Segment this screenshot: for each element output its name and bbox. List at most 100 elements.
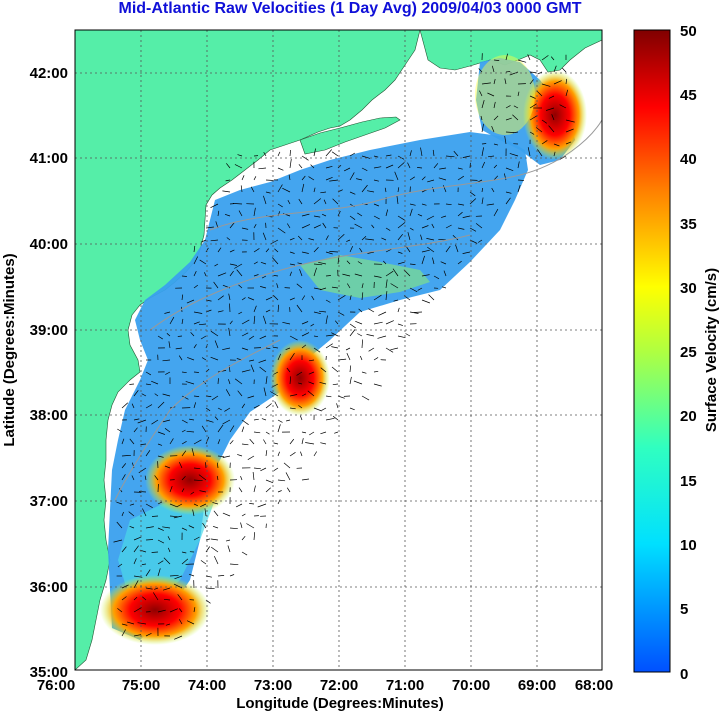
velocity-arrow xyxy=(301,251,309,254)
velocity-arrow xyxy=(193,284,199,289)
velocity-arrow xyxy=(232,203,243,205)
velocity-arrow xyxy=(176,503,183,508)
velocity-arrow xyxy=(210,330,219,337)
velocity-arrow xyxy=(241,297,246,301)
velocity-arrow xyxy=(373,155,379,158)
velocity-arrow xyxy=(301,438,304,445)
velocity-arrow xyxy=(289,271,292,277)
velocity-arrow xyxy=(258,359,267,363)
velocity-arrow xyxy=(193,402,197,409)
velocity-arrow xyxy=(260,467,267,472)
velocity-arrow xyxy=(286,487,291,493)
hotspot-hatteras-north xyxy=(145,445,235,515)
velocity-arrow xyxy=(373,357,379,361)
velocity-arrow xyxy=(298,382,303,385)
velocity-arrow xyxy=(193,344,197,349)
velocity-arrow xyxy=(529,115,538,121)
velocity-arrow xyxy=(151,380,159,385)
velocity-arrow xyxy=(216,475,219,481)
colorbar-ticks: 50 45 40 35 30 25 20 15 10 5 0 xyxy=(680,23,697,683)
velocity-arrow xyxy=(263,439,267,445)
velocity-arrow xyxy=(188,573,195,577)
hotspot-gulf-stream xyxy=(270,340,330,416)
velocity-arrow xyxy=(229,270,234,277)
x-tick: 70:00 xyxy=(452,677,490,694)
velocity-arrow xyxy=(420,147,423,157)
velocity-arrow xyxy=(358,308,363,313)
velocity-arrow xyxy=(277,353,282,361)
map-title: Mid-Atlantic Raw Velocities (1 Day Avg) … xyxy=(118,0,582,17)
velocity-arrow xyxy=(300,451,303,457)
velocity-arrow xyxy=(253,176,257,181)
velocity-arrow xyxy=(397,215,405,221)
velocity-arrow xyxy=(181,318,184,325)
velocity-arrow xyxy=(319,381,327,385)
colorbar-tick: 50 xyxy=(680,23,697,40)
velocity-arrow xyxy=(329,251,339,253)
velocity-arrow xyxy=(224,213,231,217)
velocity-arrow xyxy=(325,334,334,337)
velocity-arrow xyxy=(162,419,171,423)
velocity-arrow xyxy=(229,320,233,325)
velocity-arrow xyxy=(265,248,270,253)
velocity-arrow xyxy=(229,527,238,530)
velocity-arrow xyxy=(145,569,151,577)
velocity-arrow xyxy=(337,210,341,217)
velocity-arrow xyxy=(253,248,260,253)
velocity-arrow xyxy=(417,213,423,217)
velocity-arrow xyxy=(222,455,231,458)
velocity-arrow xyxy=(353,380,363,385)
velocity-arrow xyxy=(145,450,151,457)
velocity-arrow xyxy=(366,334,375,337)
velocity-arrow xyxy=(349,295,352,301)
velocity-arrow xyxy=(151,551,159,553)
velocity-arrow xyxy=(229,303,231,313)
velocity-arrow xyxy=(361,371,367,374)
velocity-arrow xyxy=(396,195,399,205)
velocity-arrow xyxy=(241,403,246,409)
velocity-arrow xyxy=(181,527,188,531)
velocity-arrow xyxy=(541,55,549,61)
velocity-arrow xyxy=(237,154,243,157)
velocity-arrow xyxy=(179,608,183,613)
velocity-arrow xyxy=(241,347,249,351)
velocity-arrow xyxy=(181,476,186,481)
velocity-arrow xyxy=(202,522,207,529)
velocity-arrow xyxy=(308,176,315,181)
velocity-arrow xyxy=(426,215,435,221)
velocity-arrow xyxy=(392,268,399,277)
y-axis-ticks: 42:00 41:00 40:00 39:00 38:00 37:00 36:0… xyxy=(30,65,68,681)
velocity-arrow xyxy=(193,371,199,373)
plot-frame xyxy=(74,29,603,671)
velocity-arrow xyxy=(169,485,173,493)
velocity-arrow xyxy=(421,274,430,277)
colorbar-tick: 15 xyxy=(680,473,697,490)
velocity-arrow xyxy=(141,393,147,397)
velocity-arrow xyxy=(479,90,483,97)
velocity-arrow xyxy=(205,538,211,541)
velocity-arrow xyxy=(438,177,447,181)
velocity-arrow xyxy=(417,287,423,291)
velocity-arrow xyxy=(367,251,375,254)
velocity-arrow xyxy=(121,438,125,445)
velocity-arrow xyxy=(145,587,153,590)
velocity-arrow xyxy=(164,465,171,469)
velocity-arrow xyxy=(321,407,327,411)
velocity-arrow xyxy=(193,439,202,445)
velocity-arrow xyxy=(253,224,257,229)
velocity-arrow xyxy=(282,321,291,325)
velocity-arrow xyxy=(164,428,171,433)
velocity-arrow xyxy=(253,418,259,421)
velocity-arrow xyxy=(433,163,439,169)
velocity-arrow xyxy=(321,213,327,217)
velocity-arrow xyxy=(133,607,142,613)
velocity-arrow xyxy=(234,378,243,385)
velocity-arrow xyxy=(336,403,339,409)
hotspot-hatteras xyxy=(100,575,210,645)
velocity-arrow xyxy=(238,311,243,315)
velocity-arrow xyxy=(373,215,380,220)
velocity-arrow xyxy=(241,535,246,541)
velocity-arrow xyxy=(289,263,296,266)
velocity-arrow xyxy=(229,249,235,253)
